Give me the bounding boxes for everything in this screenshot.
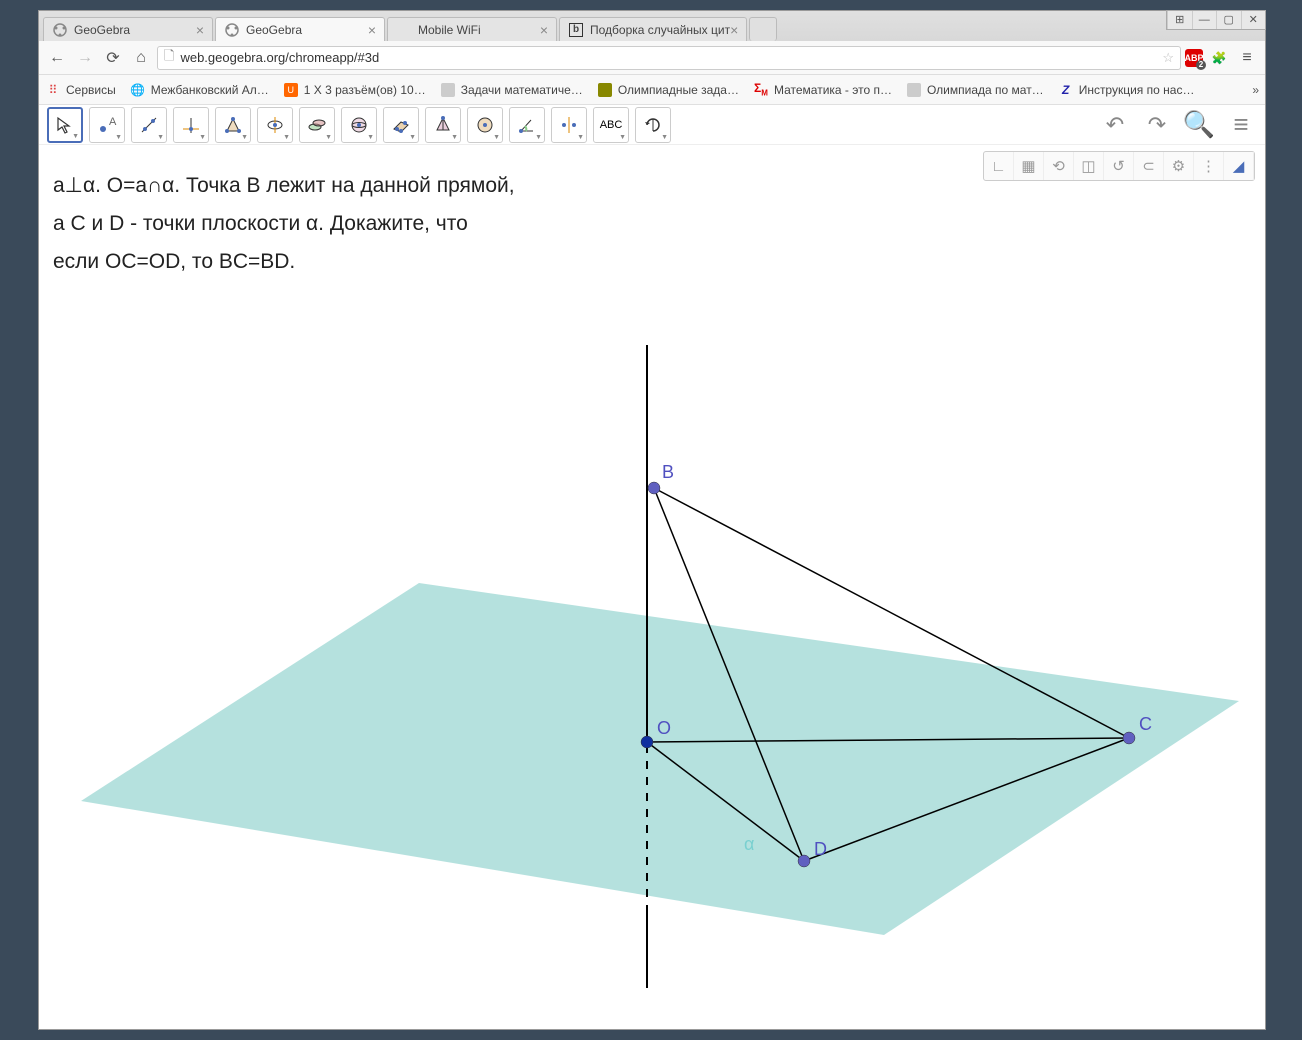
add-desktop-icon[interactable]: ⊞ <box>1167 11 1192 29</box>
app-area: ▼A▼▼▼▼▼▼▼▼▼▼▼▼ABC▼▼↶↷🔍≡ ∟ ▦ ⟲ ◫ ↺ ⊂ ⚙ ⋮ … <box>39 105 1265 1029</box>
tool-point-button[interactable]: A▼ <box>89 107 125 143</box>
bookmark-label: 1 X 3 разъём(ов) 10… <box>304 83 426 97</box>
point-label-O: O <box>657 718 671 738</box>
tool-reflect-button[interactable]: ▼ <box>551 107 587 143</box>
tool-polygon-button[interactable]: ▼ <box>215 107 251 143</box>
tool-text-button[interactable]: ABC▼ <box>593 107 629 143</box>
main-menu-button[interactable]: ≡ <box>1225 109 1257 141</box>
browser-tab[interactable]: Mobile WiFi × <box>387 17 557 41</box>
reload-button[interactable]: ⟳ <box>101 46 125 70</box>
tool-net-button[interactable]: ▼ <box>467 107 503 143</box>
point-label-B: B <box>662 462 674 482</box>
bookmark-item[interactable]: ΣM Математика - это п… <box>753 82 892 98</box>
bookmark-item[interactable]: Z Инструкция по нас… <box>1058 82 1195 98</box>
plane-alpha[interactable] <box>81 583 1239 935</box>
chrome-menu-button[interactable]: ≡ <box>1235 46 1259 70</box>
tab-favicon <box>396 22 412 38</box>
tab-favicon <box>52 22 68 38</box>
bookmark-label: Математика - это п… <box>774 83 892 97</box>
bookmark-icon <box>597 82 613 98</box>
tool-sphere-button[interactable]: ▼ <box>341 107 377 143</box>
bookmark-item[interactable]: Задачи математиче… <box>440 82 583 98</box>
redo-button[interactable]: ↷ <box>1141 109 1173 141</box>
bookmark-item[interactable]: Олимпиада по мат… <box>906 82 1044 98</box>
star-icon[interactable]: ☆ <box>1162 50 1174 66</box>
minimize-button[interactable]: — <box>1192 11 1217 29</box>
new-tab-button[interactable] <box>749 17 777 41</box>
browser-window: ⊞ — ▢ ✕ GeoGebra × GeoGebra × Mobile WiFi × bП… <box>38 10 1266 1030</box>
svg-text:A: A <box>109 116 117 128</box>
tab-title: Mobile WiFi <box>418 23 481 37</box>
url-field[interactable]: 🗋 web.geogebra.org/chromeapp/#3d ☆ <box>157 46 1181 70</box>
home-button[interactable]: ⌂ <box>129 46 153 70</box>
undo-button[interactable]: ↶ <box>1099 109 1131 141</box>
bookmark-label: Инструкция по нас… <box>1079 83 1195 97</box>
tool-move-button[interactable]: ▼ <box>47 107 83 143</box>
tab-close-icon[interactable]: × <box>540 22 548 38</box>
bookmark-label: Олимпиадные зада… <box>618 83 739 97</box>
address-bar: ← → ⟳ ⌂ 🗋 web.geogebra.org/chromeapp/#3d… <box>39 41 1265 75</box>
url-text: web.geogebra.org/chromeapp/#3d <box>180 50 379 65</box>
bookmark-label: Олимпиада по мат… <box>927 83 1044 97</box>
point-D[interactable] <box>798 855 810 867</box>
tool-circle-button[interactable]: ▼ <box>257 107 293 143</box>
point-label-D: D <box>814 839 827 859</box>
window-controls: ⊞ — ▢ ✕ <box>1166 10 1266 30</box>
tab-close-icon[interactable]: × <box>730 22 738 38</box>
tab-favicon: b <box>568 22 584 38</box>
tool-pyramid-button[interactable]: ▼ <box>425 107 461 143</box>
bookmark-label: Межбанковский Ал… <box>151 83 269 97</box>
canvas-area[interactable]: ∟ ▦ ⟲ ◫ ↺ ⊂ ⚙ ⋮ ◢ a⊥α. O=a∩α. Точка B ле… <box>39 145 1265 1029</box>
bookmark-icon: U <box>283 82 299 98</box>
tab-title: GeoGebra <box>74 23 130 37</box>
bookmark-icon <box>440 82 456 98</box>
geogebra-toolbar: ▼A▼▼▼▼▼▼▼▼▼▼▼▼ABC▼▼↶↷🔍≡ <box>39 105 1265 145</box>
tool-line-button[interactable]: ▼ <box>131 107 167 143</box>
point-C[interactable] <box>1123 732 1135 744</box>
point-B[interactable] <box>648 482 660 494</box>
bookmark-icon <box>906 82 922 98</box>
tool-perpendicular-button[interactable]: ▼ <box>173 107 209 143</box>
tab-title: Подборка случайных цит <box>590 23 730 37</box>
bookmark-icon: 🌐 <box>130 82 146 98</box>
tab-title: GeoGebra <box>246 23 302 37</box>
browser-tab[interactable]: GeoGebra × <box>43 17 213 41</box>
point-label-C: C <box>1139 714 1152 734</box>
bookmark-icon: Z <box>1058 82 1074 98</box>
geometry-scene[interactable]: α O B C D <box>39 145 1265 1029</box>
bookmark-item[interactable]: U 1 X 3 разъём(ов) 10… <box>283 82 426 98</box>
tab-close-icon[interactable]: × <box>196 22 204 38</box>
back-button[interactable]: ← <box>45 46 69 70</box>
bookmark-icon: ΣM <box>753 82 769 98</box>
tab-close-icon[interactable]: × <box>368 22 376 38</box>
browser-tab[interactable]: GeoGebra × <box>215 17 385 41</box>
bookmark-item[interactable]: ⠿ Сервисы <box>45 82 116 98</box>
tool-rotate-view-button[interactable]: ▼ <box>635 107 671 143</box>
bookmark-label: Сервисы <box>66 83 116 97</box>
bookmarks-overflow-button[interactable]: » <box>1252 83 1259 97</box>
bookmark-label: Задачи математиче… <box>461 83 583 97</box>
browser-tab[interactable]: b Подборка случайных цит× <box>559 17 747 41</box>
tool-intersect-curves-button[interactable]: ▼ <box>299 107 335 143</box>
abp-extension-icon[interactable]: ABP2 <box>1185 49 1203 67</box>
point-O[interactable] <box>641 736 653 748</box>
bookmark-item[interactable]: 🌐 Межбанковский Ал… <box>130 82 269 98</box>
bookmark-icon: ⠿ <box>45 82 61 98</box>
plane-label: α <box>744 834 754 854</box>
tool-plane-button[interactable]: ▼ <box>383 107 419 143</box>
bookmarks-bar: ⠿ Сервисы 🌐 Межбанковский Ал… U 1 X 3 разъём(… <box>39 75 1265 105</box>
search-button[interactable]: 🔍 <box>1183 109 1215 141</box>
maximize-button[interactable]: ▢ <box>1216 11 1241 29</box>
tab-bar: GeoGebra × GeoGebra × Mobile WiFi × b Подборка … <box>39 11 1265 41</box>
forward-button[interactable]: → <box>73 46 97 70</box>
page-icon: 🗋 <box>164 47 174 69</box>
bookmark-item[interactable]: Олимпиадные зада… <box>597 82 739 98</box>
tab-favicon <box>224 22 240 38</box>
tool-angle-button[interactable]: ▼ <box>509 107 545 143</box>
close-window-button[interactable]: ✕ <box>1241 11 1266 29</box>
extension-icon[interactable]: 🧩 <box>1209 48 1229 68</box>
